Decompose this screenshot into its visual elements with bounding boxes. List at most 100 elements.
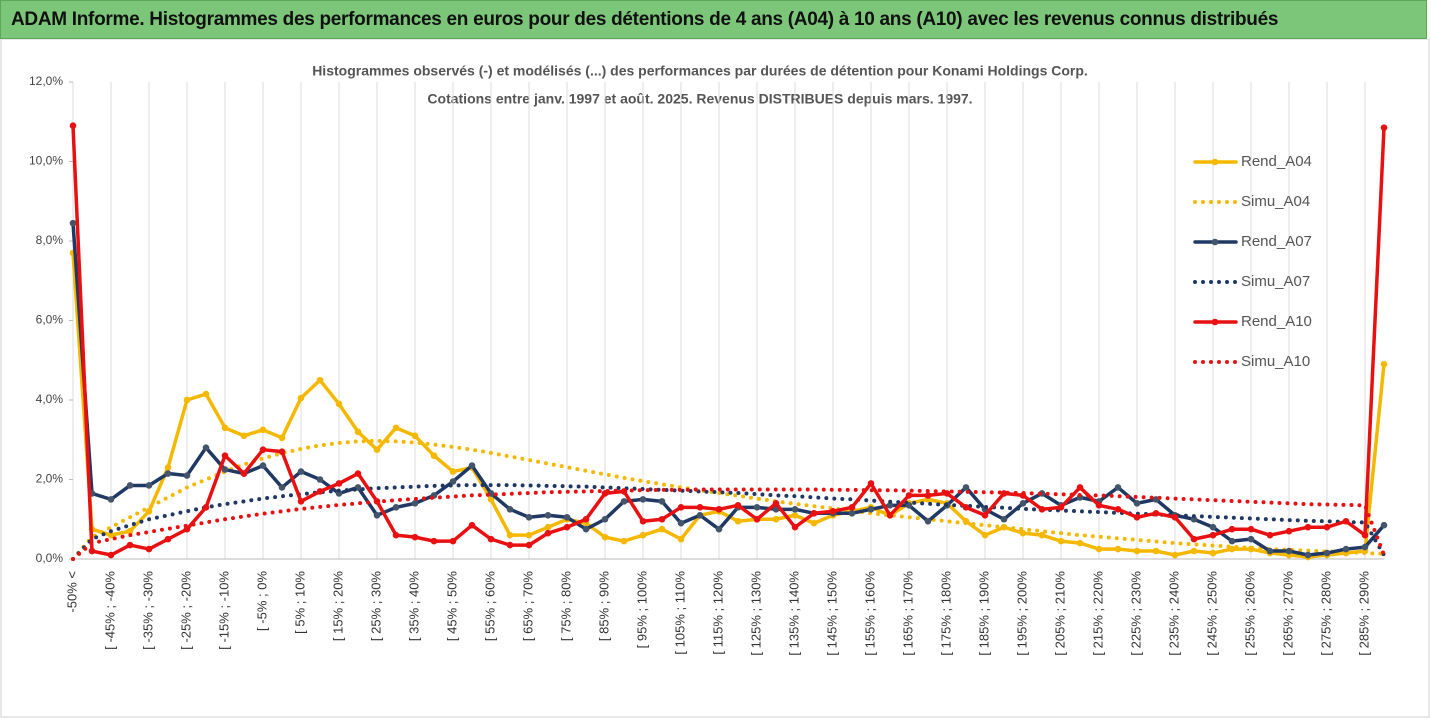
point bbox=[810, 509, 818, 517]
point bbox=[772, 515, 780, 523]
x-tick-label: [ -45% ; -40% bbox=[102, 571, 117, 650]
point bbox=[126, 527, 134, 535]
x-tick-label: [ 265% ; 270% bbox=[1280, 571, 1295, 656]
point bbox=[1114, 506, 1122, 513]
x-tick-label: [ 285% ; 290% bbox=[1356, 571, 1371, 656]
point bbox=[601, 515, 609, 523]
legend-label: Rend_A07 bbox=[1241, 233, 1312, 250]
point bbox=[677, 504, 685, 511]
point bbox=[392, 531, 400, 539]
point bbox=[1209, 523, 1217, 531]
point bbox=[715, 525, 723, 533]
header: ADAM Informe. Histogrammes des performan… bbox=[0, 0, 1427, 39]
point bbox=[1133, 500, 1141, 507]
point bbox=[145, 482, 153, 489]
point bbox=[221, 466, 229, 473]
point bbox=[772, 500, 780, 507]
point bbox=[221, 424, 229, 432]
x-tick-label: [ -25% ; -20% bbox=[178, 571, 193, 650]
point bbox=[259, 462, 267, 469]
point bbox=[69, 122, 77, 130]
point bbox=[1247, 525, 1255, 533]
point bbox=[696, 504, 704, 511]
point bbox=[715, 506, 723, 513]
point bbox=[506, 541, 514, 549]
point bbox=[639, 531, 647, 539]
series-line bbox=[71, 438, 1386, 561]
point bbox=[962, 504, 970, 511]
point bbox=[962, 484, 970, 491]
x-tick-label: [ -5% ; 0% bbox=[254, 571, 269, 631]
x-tick-label: [ -15% ; -10% bbox=[216, 571, 231, 650]
point bbox=[1304, 523, 1312, 531]
point bbox=[259, 446, 267, 453]
point bbox=[88, 547, 96, 555]
point bbox=[658, 498, 666, 505]
legend-label: Rend_A04 bbox=[1241, 153, 1312, 170]
point bbox=[411, 533, 419, 541]
x-tick-label: [ 115% ; 120% bbox=[710, 571, 725, 655]
y-tick-label: 8,0% bbox=[36, 233, 64, 247]
point bbox=[620, 537, 628, 545]
chart: Histogrammes observés (-) et modélisés (… bbox=[0, 39, 1430, 718]
point bbox=[867, 480, 875, 487]
point bbox=[867, 506, 875, 513]
point bbox=[1076, 539, 1084, 547]
point bbox=[1323, 549, 1331, 557]
point bbox=[278, 484, 286, 491]
x-tick-label: [ 95% ; 100% bbox=[634, 571, 649, 649]
point bbox=[1038, 506, 1046, 513]
x-tick-label: [ 225% ; 230% bbox=[1128, 571, 1143, 656]
y-tick-label: 0,0% bbox=[36, 551, 64, 565]
point bbox=[525, 531, 533, 539]
x-tick-label: [ 235% ; 240% bbox=[1166, 571, 1181, 656]
point bbox=[107, 496, 115, 503]
x-tick-label: [ 205% ; 210% bbox=[1052, 571, 1067, 656]
point bbox=[1228, 545, 1236, 553]
point bbox=[164, 535, 172, 543]
point bbox=[278, 448, 286, 455]
y-tick-label: 12,0% bbox=[29, 74, 63, 88]
point bbox=[1133, 513, 1141, 521]
point bbox=[1057, 504, 1065, 511]
point bbox=[620, 498, 628, 505]
point bbox=[449, 478, 457, 485]
legend-marker bbox=[1211, 158, 1219, 166]
x-tick-label: [ 85% ; 90% bbox=[596, 571, 611, 642]
point bbox=[316, 376, 324, 384]
point bbox=[1152, 509, 1160, 517]
point bbox=[107, 551, 115, 559]
y-tick-label: 2,0% bbox=[36, 472, 64, 486]
point bbox=[392, 504, 400, 511]
point bbox=[202, 504, 210, 511]
point bbox=[1038, 531, 1046, 539]
point bbox=[202, 390, 210, 398]
legend-marker bbox=[1211, 238, 1219, 246]
x-tick-label: [ 175% ; 180% bbox=[938, 571, 953, 656]
point bbox=[1190, 547, 1198, 555]
point bbox=[1285, 547, 1293, 555]
header-title: ADAM Informe. Histogrammes des performan… bbox=[11, 9, 1279, 30]
point bbox=[411, 432, 419, 440]
x-tick-label: -50% < bbox=[64, 571, 79, 613]
point bbox=[1247, 535, 1255, 543]
point bbox=[1342, 517, 1350, 525]
series-line bbox=[71, 123, 1386, 557]
point bbox=[1095, 502, 1103, 509]
point bbox=[563, 523, 571, 531]
y-tick-label: 10,0% bbox=[29, 154, 63, 168]
point bbox=[696, 511, 704, 519]
point bbox=[354, 428, 362, 436]
x-tick-label: [ 45% ; 50% bbox=[444, 571, 459, 642]
point bbox=[810, 519, 818, 527]
point bbox=[1209, 531, 1217, 539]
point bbox=[392, 424, 400, 432]
point bbox=[791, 506, 799, 513]
point bbox=[430, 452, 438, 459]
x-tick-label: [ 215% ; 220% bbox=[1090, 571, 1105, 656]
point bbox=[278, 434, 286, 442]
point bbox=[145, 508, 153, 515]
legend bbox=[1175, 139, 1343, 385]
x-tick-label: [ 275% ; 280% bbox=[1318, 571, 1333, 656]
point bbox=[886, 502, 894, 509]
